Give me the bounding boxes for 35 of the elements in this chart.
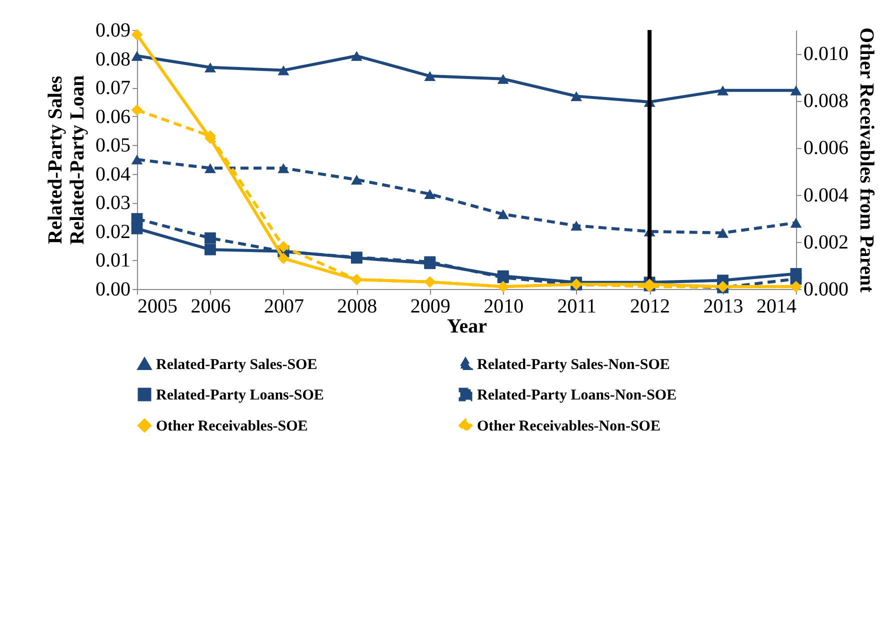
y-tick-label: 0.05 bbox=[96, 134, 130, 157]
x-tick-label: 2006 bbox=[190, 296, 231, 318]
x-tick-label: 2011 bbox=[557, 296, 596, 318]
legend-label: Related-Party Loans-Non-SOE bbox=[477, 388, 677, 404]
x-tick-label: 2009 bbox=[410, 296, 450, 318]
legend-label: Related-Party Sales-SOE bbox=[156, 356, 318, 373]
y2-tick-label: 0.002 bbox=[804, 231, 848, 254]
x-tick-label: 2005 bbox=[138, 296, 178, 318]
y-tick-label: 0.08 bbox=[96, 48, 130, 70]
y-tick-label: 0.07 bbox=[96, 77, 130, 100]
y-tick-label: 0.04 bbox=[96, 163, 130, 186]
y-tick-label: 0.06 bbox=[96, 106, 130, 128]
x-axis-title: Year bbox=[447, 316, 488, 338]
legend-label: Other Receivables-SOE bbox=[156, 418, 308, 434]
y-tick-label: 0.01 bbox=[96, 250, 130, 272]
y2-tick-label: 0.010 bbox=[804, 43, 848, 66]
y2-tick-label: 0.000 bbox=[804, 278, 848, 300]
x-tick-label: 2010 bbox=[484, 296, 524, 318]
x-tick-label: 2012 bbox=[630, 296, 670, 318]
x-tick-label: 2007 bbox=[264, 296, 304, 318]
y-tick-label: 0.03 bbox=[96, 192, 130, 214]
y-axis-title: Related-Party Sales Related-Party Loan bbox=[44, 75, 88, 245]
y-tick-label: 0.02 bbox=[96, 220, 130, 243]
legend-label: Related-Party Loans-SOE bbox=[156, 388, 324, 404]
legend-label: Other Receivables-Non-SOE bbox=[477, 418, 660, 434]
y2-axis-title: Other Receivables from Parent bbox=[856, 28, 878, 293]
y-tick-label: 0.00 bbox=[96, 278, 130, 300]
y2-tick-label: 0.006 bbox=[804, 137, 848, 160]
x-tick-label: 2008 bbox=[337, 296, 378, 318]
y2-tick-label: 0.008 bbox=[804, 90, 848, 112]
legend-label: Related-Party Sales-Non-SOE bbox=[477, 356, 670, 373]
x-tick-label: 2014 bbox=[756, 296, 796, 318]
y2-tick-label: 0.004 bbox=[804, 184, 848, 206]
x-tick-label: 2013 bbox=[703, 296, 744, 318]
y-tick-label: 0.09 bbox=[96, 20, 130, 42]
